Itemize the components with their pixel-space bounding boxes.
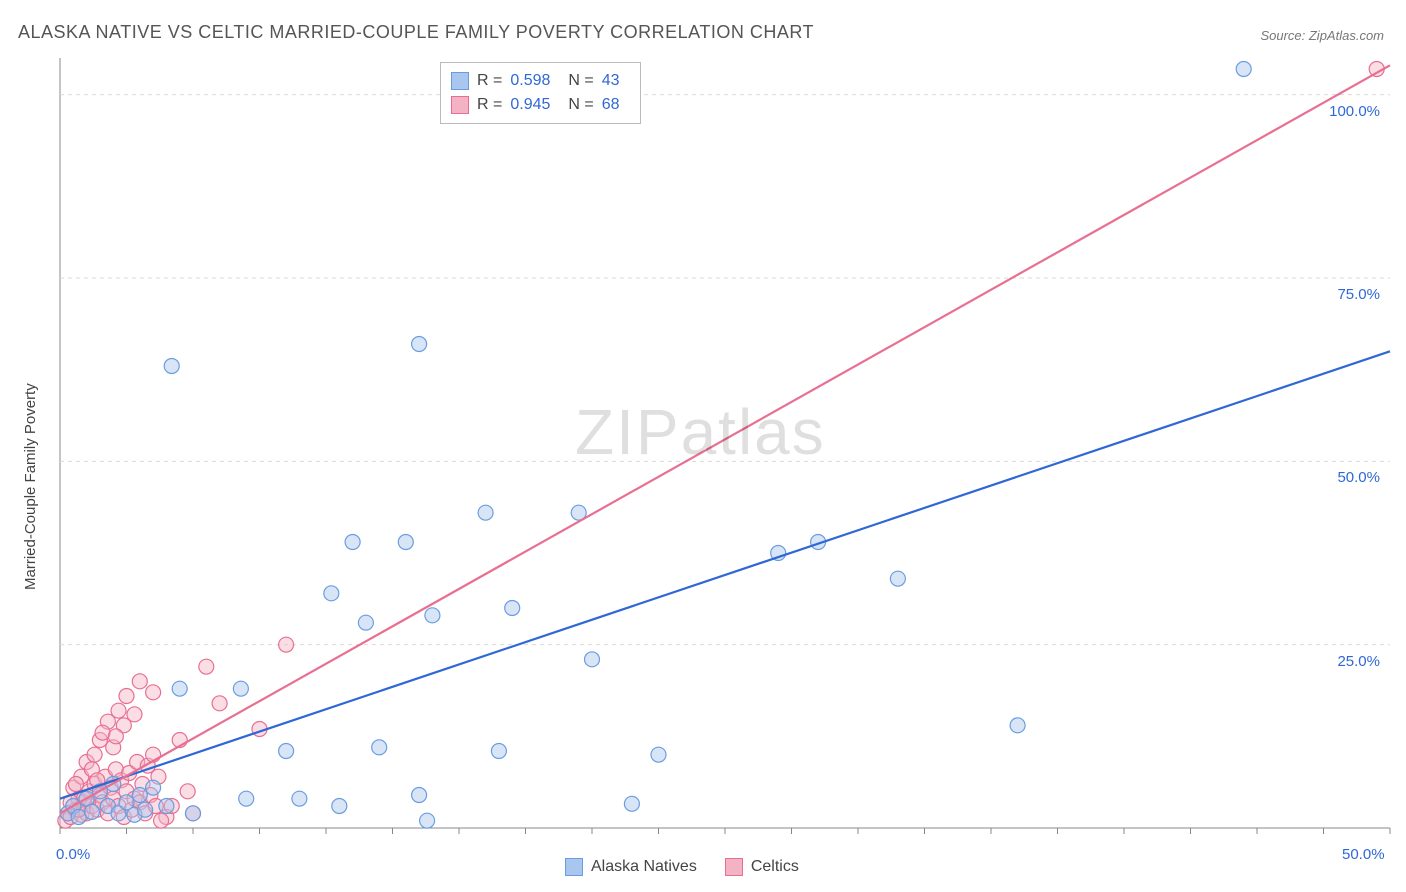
y-tick-label: 100.0%: [1320, 103, 1380, 120]
x-tick-label: 50.0%: [1342, 846, 1385, 863]
y-tick-label: 25.0%: [1320, 653, 1380, 670]
legend-label: Celtics: [751, 858, 799, 876]
legend-label: Alaska Natives: [591, 858, 697, 876]
y-tick-label: 50.0%: [1320, 469, 1380, 486]
n-label: N =: [568, 69, 593, 93]
y-tick-label: 75.0%: [1320, 286, 1380, 303]
n-label: N =: [568, 93, 593, 117]
stats-row: R = 0.598 N = 43: [451, 69, 630, 93]
n-value: 43: [602, 69, 620, 93]
correlation-stats-box: R = 0.598 N = 43 R = 0.945 N = 68: [440, 62, 641, 124]
x-tick-label: 0.0%: [56, 846, 90, 863]
stats-row: R = 0.945 N = 68: [451, 93, 630, 117]
legend-item: Alaska Natives: [565, 858, 697, 876]
legend-item: Celtics: [725, 858, 799, 876]
legend-swatch: [451, 72, 469, 90]
legend-swatch: [451, 96, 469, 114]
scatter-plot: [0, 0, 1406, 892]
r-label: R =: [477, 69, 502, 93]
r-label: R =: [477, 93, 502, 117]
legend-swatch: [565, 858, 583, 876]
chart-canvas: ALASKA NATIVE VS CELTIC MARRIED-COUPLE F…: [0, 0, 1406, 892]
r-value: 0.598: [510, 69, 550, 93]
r-value: 0.945: [510, 93, 550, 117]
legend-swatch: [725, 858, 743, 876]
n-value: 68: [602, 93, 620, 117]
series-legend: Alaska Natives Celtics: [565, 858, 799, 876]
